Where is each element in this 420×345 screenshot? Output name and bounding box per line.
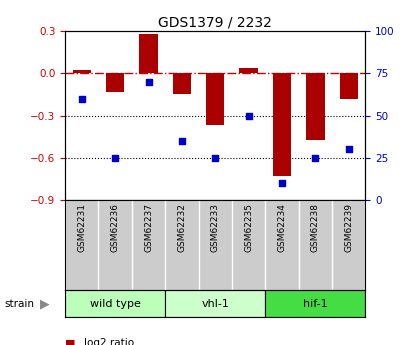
- Bar: [165, 290, 265, 317]
- Text: log2 ratio: log2 ratio: [84, 338, 134, 345]
- Text: GSM62233: GSM62233: [211, 203, 220, 252]
- Point: [112, 155, 118, 161]
- Point: [212, 155, 218, 161]
- Bar: [265, 290, 365, 317]
- Text: strain: strain: [4, 299, 34, 308]
- Point: [345, 147, 352, 152]
- Text: ▶: ▶: [40, 297, 50, 310]
- Point: [245, 113, 252, 118]
- Text: GSM62232: GSM62232: [177, 203, 186, 252]
- Bar: [139, 34, 158, 73]
- Title: GDS1379 / 2232: GDS1379 / 2232: [158, 16, 272, 30]
- Point: [178, 138, 185, 144]
- Bar: [65, 290, 165, 317]
- Point: [145, 79, 152, 85]
- Bar: [239, 68, 258, 73]
- Bar: [106, 73, 124, 92]
- Text: GSM62239: GSM62239: [344, 203, 353, 252]
- Text: vhl-1: vhl-1: [201, 299, 229, 308]
- Text: GSM62235: GSM62235: [244, 203, 253, 252]
- Text: hif-1: hif-1: [303, 299, 328, 308]
- Bar: [339, 73, 358, 99]
- Point: [79, 96, 85, 101]
- Text: GSM62234: GSM62234: [278, 203, 286, 252]
- Point: [312, 155, 319, 161]
- Point: [278, 180, 285, 186]
- Bar: [306, 73, 325, 139]
- Text: GSM62236: GSM62236: [110, 203, 120, 252]
- Text: GSM62231: GSM62231: [77, 203, 86, 252]
- Text: wild type: wild type: [90, 299, 141, 308]
- Bar: [73, 70, 91, 73]
- Text: GSM62238: GSM62238: [311, 203, 320, 252]
- Text: ■: ■: [65, 338, 76, 345]
- Bar: [206, 73, 224, 126]
- Bar: [273, 73, 291, 176]
- Text: GSM62237: GSM62237: [144, 203, 153, 252]
- Bar: [173, 73, 191, 95]
